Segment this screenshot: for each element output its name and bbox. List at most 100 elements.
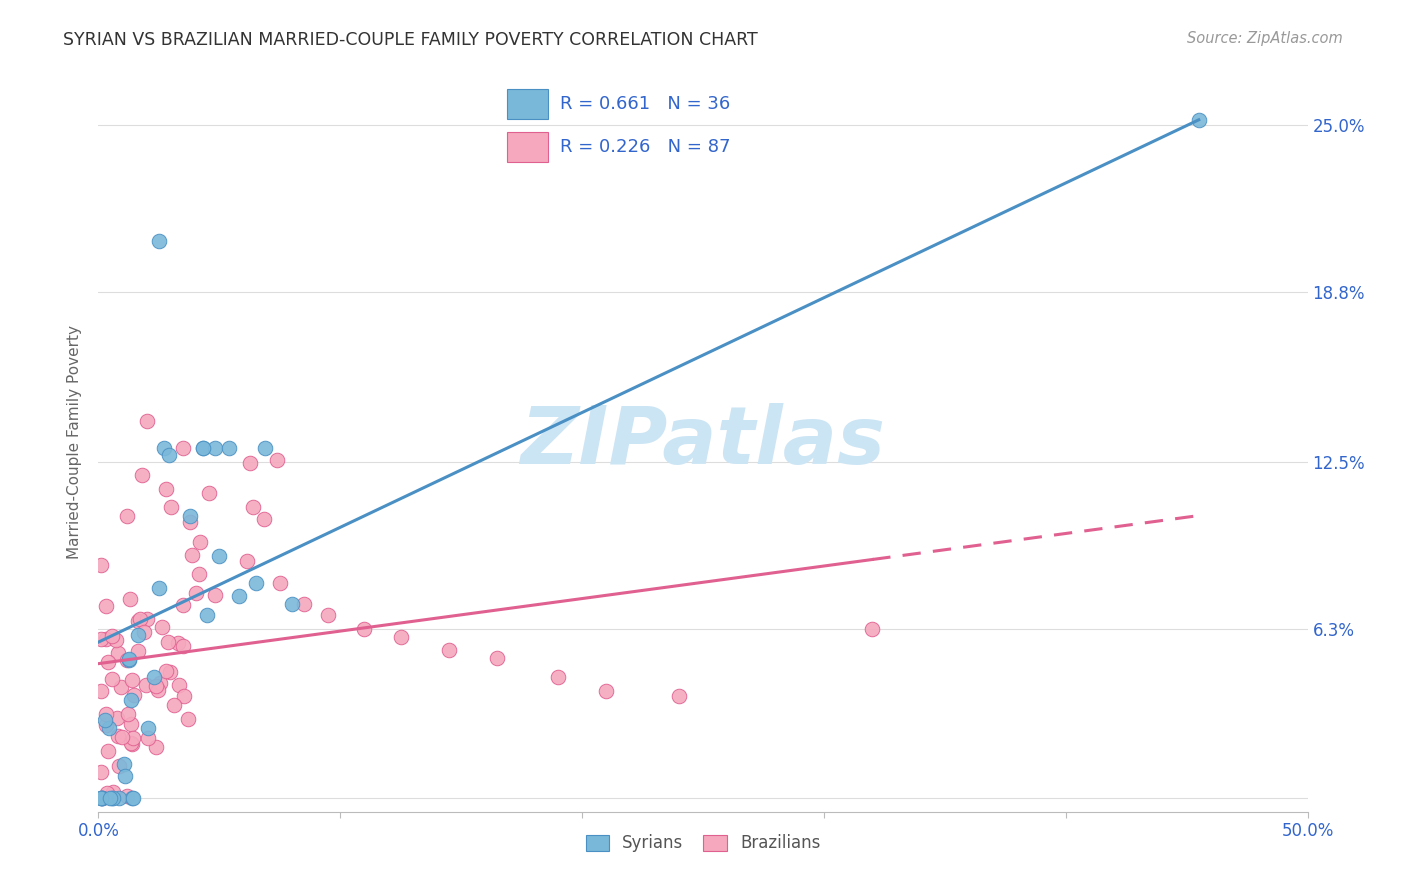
Point — [179, 508, 201, 523]
Point — [148, 683, 170, 698]
Point — [135, 414, 157, 428]
Point — [136, 731, 159, 745]
Point — [188, 535, 211, 549]
Point — [145, 739, 167, 754]
Point — [132, 625, 155, 640]
Point — [191, 442, 214, 456]
Point — [112, 756, 135, 771]
Point — [173, 689, 195, 703]
Point — [218, 442, 240, 456]
Point — [90, 791, 112, 805]
Point — [122, 791, 145, 805]
Point — [269, 575, 291, 590]
Point — [117, 707, 139, 722]
Point — [208, 549, 231, 563]
Point — [204, 442, 226, 456]
Point — [122, 688, 145, 702]
Point — [155, 482, 177, 496]
Point — [96, 786, 118, 800]
Point — [90, 558, 112, 573]
Point — [159, 665, 181, 679]
Point — [97, 721, 120, 735]
Point — [90, 764, 112, 779]
Point — [143, 670, 166, 684]
Point — [107, 729, 129, 743]
Point — [108, 791, 131, 805]
Point — [94, 706, 117, 721]
Point — [104, 633, 127, 648]
Point — [389, 630, 412, 644]
Point — [117, 508, 139, 523]
Point — [281, 598, 304, 612]
Point — [148, 234, 170, 248]
Point — [187, 567, 209, 582]
Point — [1188, 112, 1211, 127]
Point — [90, 791, 112, 805]
Point — [94, 718, 117, 732]
Point — [253, 512, 276, 526]
Point — [107, 646, 129, 660]
Point — [437, 643, 460, 657]
Point — [90, 684, 112, 698]
Point — [195, 608, 218, 623]
Point — [97, 744, 120, 758]
Point — [860, 622, 883, 636]
Point — [121, 673, 143, 687]
Point — [136, 721, 159, 735]
Point — [101, 672, 124, 686]
Point — [176, 712, 198, 726]
Point — [157, 448, 180, 462]
Point — [103, 791, 125, 805]
Point — [156, 635, 179, 649]
Point — [93, 714, 115, 728]
Point — [163, 698, 186, 713]
Point — [353, 622, 375, 636]
Point — [120, 693, 142, 707]
Point — [198, 486, 221, 500]
Point — [117, 651, 139, 665]
Point — [101, 785, 124, 799]
Point — [127, 614, 149, 628]
Point — [153, 442, 176, 456]
Point — [236, 554, 259, 568]
Point — [292, 598, 315, 612]
Point — [316, 608, 339, 623]
Point — [98, 791, 121, 805]
Y-axis label: Married-Couple Family Poverty: Married-Couple Family Poverty — [67, 325, 83, 558]
Point — [245, 575, 267, 590]
Point — [115, 789, 138, 803]
Point — [91, 791, 114, 805]
Point — [266, 453, 288, 467]
Point — [101, 629, 124, 643]
Point — [90, 632, 112, 646]
Point — [110, 680, 132, 694]
Point — [668, 689, 690, 703]
Point — [135, 678, 157, 692]
Point — [117, 653, 139, 667]
Point — [145, 679, 167, 693]
Text: Source: ZipAtlas.com: Source: ZipAtlas.com — [1187, 31, 1343, 46]
Point — [595, 683, 617, 698]
Point — [155, 664, 177, 678]
Point — [172, 598, 194, 612]
Point — [186, 586, 208, 600]
Point — [107, 711, 129, 725]
Point — [148, 581, 170, 595]
Point — [120, 736, 142, 750]
Text: SYRIAN VS BRAZILIAN MARRIED-COUPLE FAMILY POVERTY CORRELATION CHART: SYRIAN VS BRAZILIAN MARRIED-COUPLE FAMIL… — [63, 31, 758, 49]
Point — [179, 516, 201, 530]
Point — [118, 652, 141, 666]
Text: ZIPatlas: ZIPatlas — [520, 402, 886, 481]
Point — [114, 769, 136, 783]
Point — [181, 548, 204, 562]
Point — [166, 636, 188, 650]
Point — [121, 738, 143, 752]
Point — [253, 442, 276, 456]
Point — [191, 442, 214, 456]
Point — [94, 632, 117, 647]
Point — [121, 731, 143, 745]
Point — [486, 651, 509, 665]
Point — [97, 655, 120, 669]
Point — [136, 612, 159, 626]
Point — [131, 468, 153, 483]
